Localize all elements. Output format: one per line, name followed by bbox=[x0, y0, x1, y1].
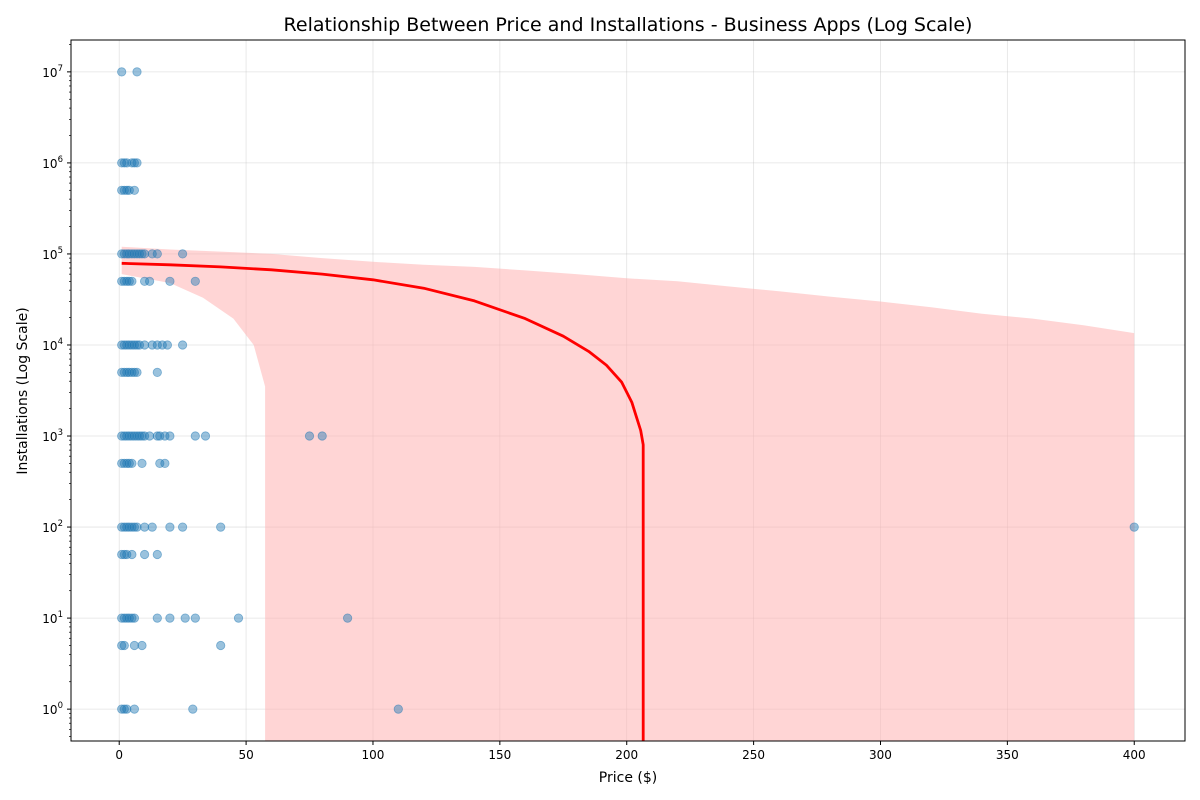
y-tick-label: 105 bbox=[42, 246, 63, 262]
x-tick-label: 250 bbox=[742, 748, 765, 762]
scatter-point bbox=[178, 523, 186, 531]
scatter-point bbox=[140, 550, 148, 558]
x-tick-label: 350 bbox=[996, 748, 1019, 762]
scatter-point bbox=[120, 641, 128, 649]
x-tick-label: 0 bbox=[115, 748, 123, 762]
x-tick-label: 200 bbox=[615, 748, 638, 762]
scatter-point bbox=[140, 523, 148, 531]
x-tick-label: 150 bbox=[488, 748, 511, 762]
scatter-point bbox=[201, 432, 209, 440]
x-tick-label: 50 bbox=[238, 748, 253, 762]
scatter-point bbox=[166, 614, 174, 622]
scatter-point bbox=[130, 614, 138, 622]
confidence-band bbox=[122, 247, 1134, 741]
scatter-point bbox=[166, 432, 174, 440]
chart-title: Relationship Between Price and Installat… bbox=[284, 14, 973, 36]
scatter-point bbox=[394, 705, 402, 713]
y-tick-label: 107 bbox=[42, 64, 63, 80]
scatter-point bbox=[217, 641, 225, 649]
scatter-point bbox=[118, 68, 126, 76]
scatter-point bbox=[145, 432, 153, 440]
y-axis-title: Installations (Log Scale) bbox=[15, 307, 31, 474]
y-tick-label: 101 bbox=[42, 610, 63, 626]
y-tick-label: 106 bbox=[42, 155, 63, 171]
scatter-point bbox=[133, 68, 141, 76]
scatter-point bbox=[128, 550, 136, 558]
scatter-point bbox=[133, 159, 141, 167]
scatter-point bbox=[138, 641, 146, 649]
scatter-point bbox=[133, 368, 141, 376]
scatter-point bbox=[181, 614, 189, 622]
scatter-point bbox=[191, 277, 199, 285]
scatter-point bbox=[128, 277, 136, 285]
scatter-point bbox=[343, 614, 351, 622]
scatter-point bbox=[128, 459, 136, 467]
scatter-point bbox=[166, 523, 174, 531]
x-tick-label: 300 bbox=[869, 748, 892, 762]
y-tick-label: 102 bbox=[42, 519, 63, 535]
scatter-point bbox=[217, 523, 225, 531]
scatter-point bbox=[153, 614, 161, 622]
scatter-point bbox=[305, 432, 313, 440]
x-axis-title: Price ($) bbox=[599, 770, 657, 786]
scatter-point bbox=[191, 614, 199, 622]
scatter-point bbox=[1130, 523, 1138, 531]
confidence-band-layer bbox=[122, 247, 1134, 741]
scatter-point bbox=[140, 341, 148, 349]
scatter-point bbox=[153, 250, 161, 258]
y-tick-label: 104 bbox=[42, 337, 63, 353]
x-tick-label: 400 bbox=[1123, 748, 1146, 762]
scatter-point bbox=[161, 459, 169, 467]
y-tick-label: 100 bbox=[42, 701, 63, 717]
scatter-point bbox=[178, 341, 186, 349]
x-tick-label: 100 bbox=[362, 748, 385, 762]
x-axis-ticks: 0 50 100 150 200 250 300 350 400 bbox=[115, 741, 1145, 762]
scatter-point bbox=[178, 250, 186, 258]
scatter-point bbox=[189, 705, 197, 713]
scatter-point bbox=[234, 614, 242, 622]
scatter-point bbox=[166, 277, 174, 285]
scatter-point bbox=[133, 523, 141, 531]
scatter-point bbox=[163, 341, 171, 349]
y-tick-label: 103 bbox=[42, 428, 63, 444]
scatter-point bbox=[140, 250, 148, 258]
scatter-point bbox=[153, 550, 161, 558]
scatter-point bbox=[145, 277, 153, 285]
scatter-point bbox=[130, 186, 138, 194]
scatter-point bbox=[123, 705, 131, 713]
y-axis-ticks: 100 101 102 103 104 105 106 107 bbox=[42, 44, 71, 736]
scatter-point bbox=[138, 459, 146, 467]
scatter-point bbox=[191, 432, 199, 440]
scatter-point bbox=[318, 432, 326, 440]
scatter-point bbox=[130, 705, 138, 713]
scatter-point bbox=[130, 641, 138, 649]
scatter-point bbox=[148, 523, 156, 531]
scatter-point bbox=[153, 368, 161, 376]
